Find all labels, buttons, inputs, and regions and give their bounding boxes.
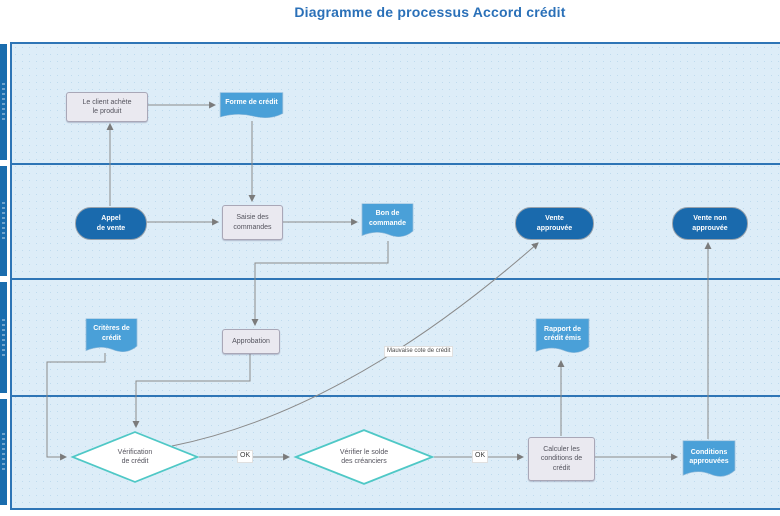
node-approbation[interactable]: Approbation <box>222 329 280 354</box>
lane-header-4[interactable] <box>0 399 7 505</box>
lane-divider <box>10 395 780 397</box>
node-forme-credit[interactable]: Forme de crédit <box>219 92 284 121</box>
document-shape <box>361 203 414 238</box>
node-label: Le client achète le produit <box>82 98 132 115</box>
node-label: Vérification de crédit <box>117 448 153 465</box>
node-appel-vente[interactable]: Appel de vente <box>75 207 147 240</box>
node-label: Critères de crédit <box>93 325 130 342</box>
document-shape <box>219 92 284 118</box>
node-label: Conditions approuvées <box>689 448 729 465</box>
node-conditions-approuvees[interactable]: Conditions approuvées <box>682 440 736 481</box>
node-label: Appel de vente <box>96 215 126 232</box>
document-shape <box>682 440 736 477</box>
lane-divider <box>10 278 780 280</box>
node-label: Bon de commande <box>369 210 406 227</box>
node-label: Saisie des commandes <box>233 214 272 231</box>
lane-title-marks <box>2 433 5 471</box>
connector-label-mauvaise-cote: Mauvaise cote de crédit <box>384 346 454 357</box>
node-client-achete[interactable]: Le client achète le produit <box>66 92 148 122</box>
node-verification-credit[interactable]: Vérification de crédit <box>70 431 200 483</box>
node-label: Rapport de crédit émis <box>544 325 581 342</box>
lane-header-3[interactable] <box>0 282 7 393</box>
node-label: Approbation <box>232 337 270 345</box>
node-bon-commande[interactable]: Bon de commande <box>361 203 414 241</box>
lane-title-marks <box>2 318 5 357</box>
node-calculer-conditions[interactable]: Calculer les conditions de crédit <box>528 437 595 481</box>
node-criteres-credit[interactable]: Critères de crédit <box>85 318 138 356</box>
document-shape <box>85 318 138 353</box>
node-label: Forme de crédit <box>225 99 278 107</box>
node-label: Vérifier le solde des créanciers <box>339 448 389 465</box>
connector-label-ok-1: OK <box>237 450 254 463</box>
node-label: Calculer les conditions de crédit <box>540 446 583 472</box>
lane-divider <box>10 163 780 165</box>
node-verifier-solde[interactable]: Vérifier le solde des créanciers <box>293 429 435 485</box>
lane-header-1[interactable] <box>0 44 7 160</box>
node-label: Vente non approuvée <box>692 215 728 232</box>
node-vente-approuvee[interactable]: Vente approuvée <box>515 207 594 240</box>
diagram-title: Diagramme de processus Accord crédit <box>294 4 566 20</box>
node-label: Vente approuvée <box>536 215 573 232</box>
node-rapport-credit[interactable]: Rapport de crédit émis <box>535 318 590 357</box>
node-vente-non-approuvee[interactable]: Vente non approuvée <box>672 207 748 240</box>
document-shape <box>535 318 590 353</box>
node-saisie-commandes[interactable]: Saisie des commandes <box>222 205 283 240</box>
lane-title-marks <box>2 83 5 121</box>
lane-header-2[interactable] <box>0 166 7 276</box>
connector-label-ok-2: OK <box>472 450 489 463</box>
lane-title-marks <box>2 202 5 240</box>
